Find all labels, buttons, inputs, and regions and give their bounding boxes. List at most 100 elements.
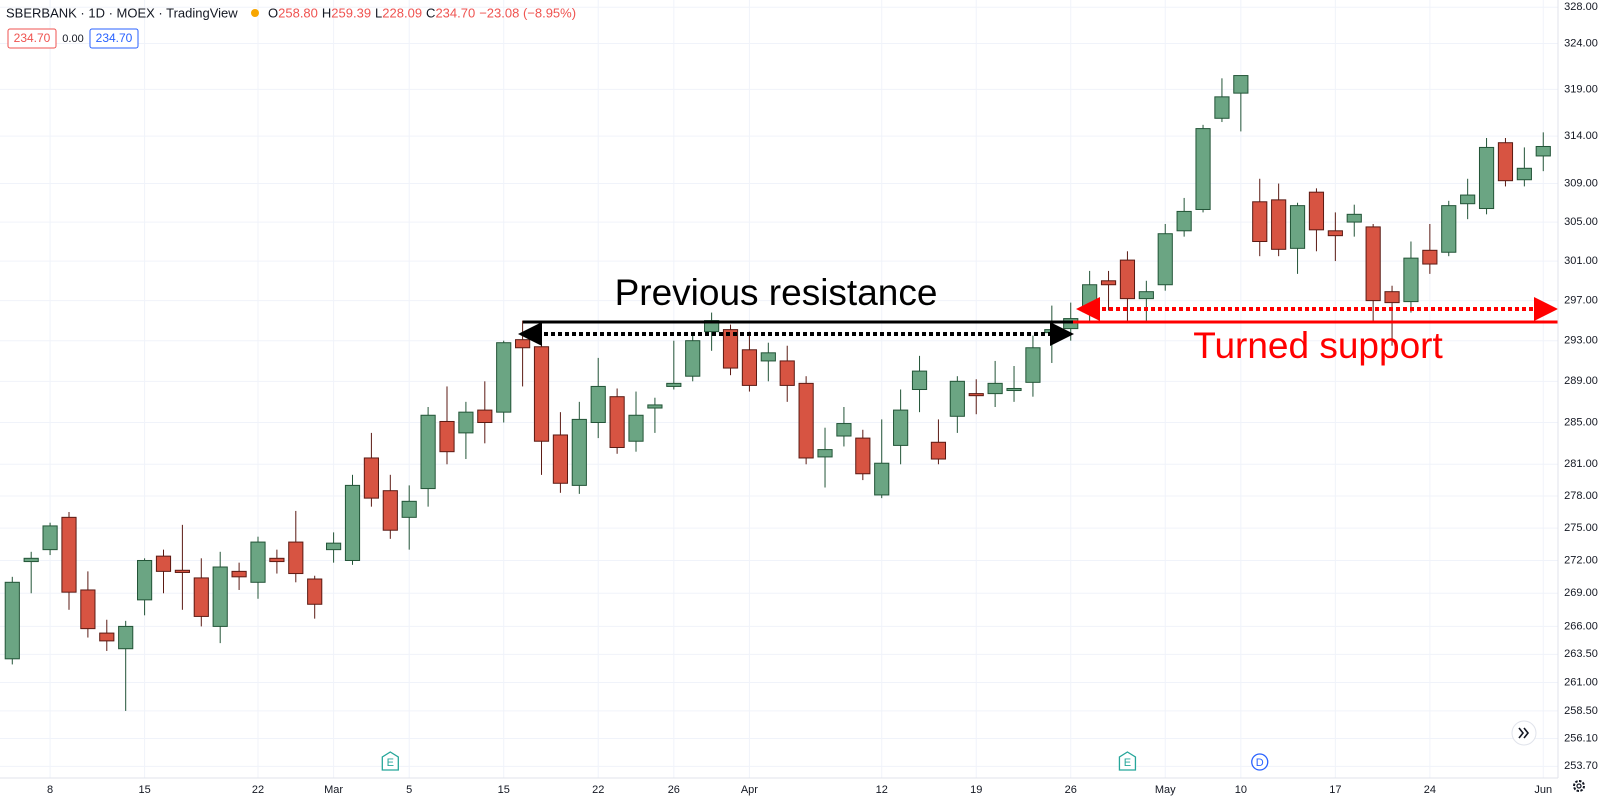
candle-body [533, 346, 550, 442]
candle-body [893, 409, 909, 446]
settings-button[interactable] [1573, 780, 1585, 792]
y-tick-label: 328.00 [1564, 1, 1598, 13]
event-label: D [1256, 757, 1264, 769]
candle-body [1006, 387, 1022, 392]
candle-body [1308, 191, 1325, 231]
y-tick-label: 256.10 [1564, 732, 1598, 744]
candle-body [1327, 230, 1343, 237]
annotation: Turned support [1193, 325, 1443, 366]
candle-body [99, 632, 115, 642]
candle-body [1497, 142, 1514, 182]
candle-body [61, 516, 77, 593]
y-tick-label: 272.00 [1564, 554, 1598, 566]
y-tick-label: 314.00 [1564, 130, 1598, 142]
y-tick-label: 253.70 [1564, 760, 1598, 772]
candle-body [155, 555, 172, 572]
candle-body [1403, 257, 1419, 303]
candle-body [571, 418, 587, 486]
x-tick-label: 26 [668, 784, 680, 796]
candle-body [949, 380, 965, 417]
y-tick-label: 261.00 [1564, 676, 1598, 688]
candle-body [968, 393, 984, 397]
candle-body [269, 557, 285, 563]
candle-body [590, 385, 606, 424]
y-tick-label: 281.00 [1564, 458, 1598, 470]
candle-body [250, 541, 266, 583]
y-tick-label: 275.00 [1564, 522, 1598, 534]
header: SBERBANK · 1D · MOEX · TradingView O 258.… [6, 5, 576, 49]
x-tick-label: Apr [741, 784, 758, 796]
candle-body [1271, 199, 1287, 250]
x-tick-label: Jun [1534, 784, 1552, 796]
candle-body [212, 566, 228, 627]
candle-body [798, 382, 814, 459]
candle-body [1195, 128, 1211, 210]
candle-body [1138, 291, 1154, 300]
y-tick-label: 319.00 [1564, 83, 1598, 95]
candle-body [118, 625, 134, 650]
ohlc-value: −23.08 (−8.95%) [479, 5, 576, 20]
y-tick-label: 269.00 [1564, 587, 1598, 599]
candle-body [1176, 210, 1192, 232]
scroll-icon[interactable] [1518, 727, 1530, 739]
badge-text: 234.70 [96, 31, 133, 45]
badge-text: 0.00 [62, 33, 83, 45]
candle-body [231, 570, 247, 578]
gear-icon[interactable] [1573, 780, 1585, 792]
candle-body [1252, 201, 1268, 243]
candle-body [515, 339, 531, 349]
event-label: E [387, 757, 394, 769]
y-tick-label: 305.00 [1564, 216, 1598, 228]
y-tick-label: 289.00 [1564, 375, 1598, 387]
session-icon [251, 9, 259, 17]
candle-body [1063, 318, 1079, 330]
candle-body [1346, 213, 1362, 223]
candle-body [1384, 291, 1400, 304]
candle-body [685, 340, 701, 377]
candle-body [1422, 249, 1438, 265]
scroll-button[interactable] [1511, 720, 1537, 746]
y-tick-label: 258.50 [1564, 705, 1598, 717]
price-axis-bg [1558, 0, 1605, 801]
candle-body [288, 541, 304, 575]
candle-body [1214, 96, 1230, 119]
grid [0, 0, 1558, 778]
candle-body [344, 484, 361, 561]
candle-body [1365, 226, 1381, 302]
gear-hole[interactable] [1576, 783, 1582, 789]
event-marker [1251, 753, 1269, 771]
candle-body [496, 342, 512, 413]
annotation: Previous resistance [615, 272, 938, 313]
candle-body [23, 557, 39, 563]
candle-body [1157, 233, 1173, 286]
x-tick-label: May [1155, 784, 1176, 796]
candle-body [855, 437, 871, 475]
x-tick-label: 19 [970, 784, 982, 796]
event-label: E [1124, 757, 1131, 769]
x-tick-label: 12 [876, 784, 888, 796]
y-tick-label: 293.00 [1564, 335, 1598, 347]
candles [4, 75, 1551, 711]
ohlc-key: L [375, 5, 382, 20]
ohlc-value: 228.09 [382, 5, 422, 20]
candle-body [307, 578, 323, 605]
badge-text: 234.70 [14, 31, 51, 45]
ohlc-key: H [322, 5, 331, 20]
candle-body [439, 420, 455, 453]
candle-body [666, 382, 682, 387]
x-tick-label: 26 [1065, 784, 1077, 796]
candle-body [1478, 146, 1495, 210]
candle-body [1460, 194, 1476, 205]
candle-body [1441, 205, 1457, 253]
candle-body [420, 414, 436, 490]
x-tick-label: 5 [406, 784, 412, 796]
candle-body [137, 559, 153, 601]
candle-body [911, 370, 928, 391]
candle-body [326, 542, 342, 551]
x-tick-label: 8 [47, 784, 53, 796]
event-marker [381, 751, 399, 771]
candle-body [552, 434, 568, 484]
y-tick-label: 285.00 [1564, 416, 1598, 428]
y-tick-label: 278.00 [1564, 490, 1598, 502]
